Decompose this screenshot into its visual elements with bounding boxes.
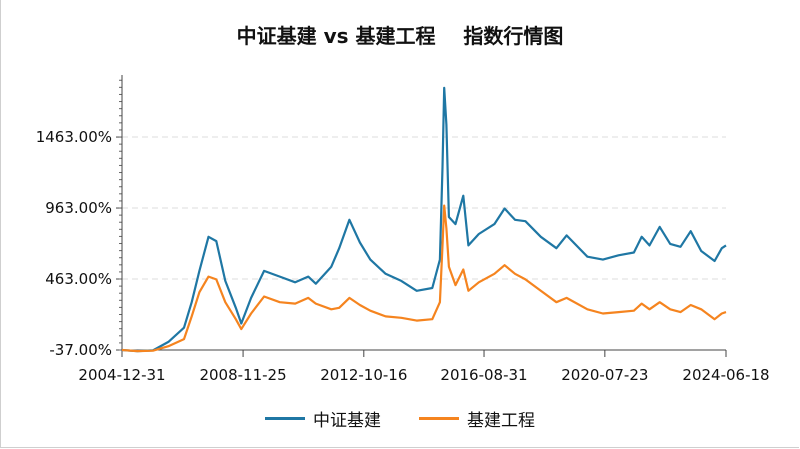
x-tick-label: 2016-08-31: [440, 366, 527, 384]
legend-label-series-1: 中证基建: [313, 411, 381, 431]
legend-item-series-1: 中证基建: [265, 406, 381, 431]
legend: 中证基建 基建工程: [0, 406, 800, 431]
y-tick-label: 1463.00%: [36, 128, 112, 146]
legend-item-series-2: 基建工程: [419, 406, 535, 431]
axes: [116, 75, 727, 357]
x-tick-label: 2004-12-31: [78, 366, 165, 384]
y-tick-label: 463.00%: [45, 270, 112, 288]
legend-swatch-series-1: [265, 417, 305, 420]
x-tick-label: 2020-07-23: [561, 366, 648, 384]
series-line-2: [121, 204, 727, 353]
x-tick-label: 2024-06-18: [682, 366, 769, 384]
x-tick-label: 2012-10-16: [320, 366, 407, 384]
tick-labels: -37.00% 463.00% 963.00% 1463.00% 2004-12-31 2…: [36, 128, 770, 384]
y-tick-label: -37.00%: [49, 341, 112, 359]
series-lines: [121, 86, 727, 353]
legend-swatch-series-2: [419, 417, 459, 420]
y-tick-label: 963.00%: [45, 199, 112, 217]
legend-label-series-2: 基建工程: [467, 411, 535, 431]
x-tick-label: 2008-11-25: [199, 366, 286, 384]
chart-title: 中证基建 vs 基建工程 指数行情图: [236, 24, 564, 48]
series-line-1: [121, 86, 727, 353]
grid-lines: [122, 136, 726, 280]
